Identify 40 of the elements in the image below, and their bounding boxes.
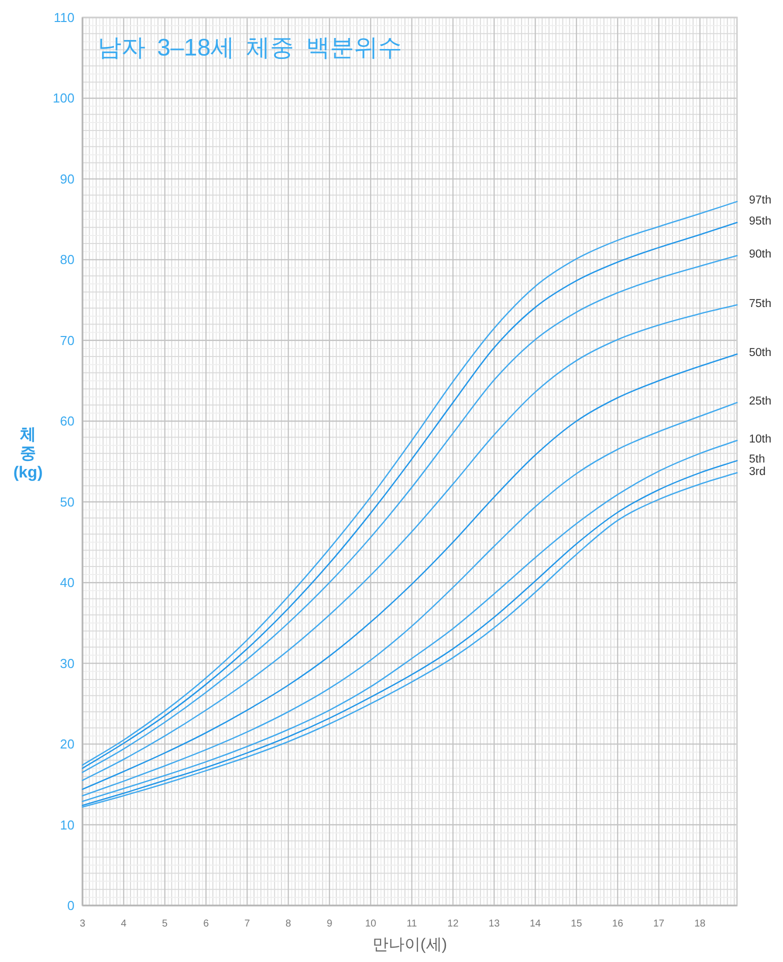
y-tick-label: 100	[52, 90, 74, 106]
x-tick-label: 11	[406, 918, 418, 930]
x-tick-label: 5	[162, 918, 168, 930]
x-tick-label: 12	[447, 918, 459, 930]
y-tick-label: 70	[60, 332, 74, 348]
series-label: 90th	[749, 248, 772, 261]
x-tick-label: 13	[488, 918, 500, 930]
y-tick-label: 110	[54, 10, 74, 25]
text: 남자 3–18세 체중 백분위수	[98, 34, 402, 62]
y-tick-label: 10	[60, 817, 74, 832]
series-label: 5th	[749, 454, 765, 466]
x-tick-label: 14	[530, 918, 542, 930]
y-tick-label: 90	[60, 171, 74, 186]
x-tick-label: 3	[80, 918, 86, 930]
series-label: 97th	[749, 194, 772, 207]
x-tick-label: 16	[612, 918, 624, 930]
x-tick-label: 15	[570, 918, 582, 930]
x-tick-label: 6	[203, 918, 210, 930]
x-tick-label: 4	[120, 918, 127, 930]
y-tick-label: 30	[60, 656, 74, 671]
series-label: 3rd	[749, 466, 766, 478]
y-axis-title: 체 중 (kg)	[13, 426, 43, 482]
y-tick-label: 60	[60, 414, 74, 429]
x-tick-label: 17	[653, 918, 665, 930]
y-tick-label: 50	[60, 494, 74, 510]
series-label: 95th	[749, 216, 772, 228]
series-label: 50th	[749, 347, 772, 360]
series-label: 10th	[749, 434, 772, 446]
y-tick-label: 40	[60, 575, 74, 590]
x-tick-label: 8	[286, 918, 292, 930]
x-tick-label: 9	[326, 918, 333, 930]
x-tick-label: 10	[365, 918, 377, 930]
x-tick-label: 18	[694, 918, 706, 930]
x-axis-title: 만나이(세)	[372, 936, 448, 954]
series-label: 25th	[749, 396, 772, 408]
series-label: 75th	[749, 298, 772, 310]
x-tick-label: 7	[244, 918, 250, 930]
y-tick-label: 0	[67, 898, 74, 913]
y-tick-label: 80	[60, 252, 74, 268]
y-tick-label: 20	[60, 736, 74, 752]
